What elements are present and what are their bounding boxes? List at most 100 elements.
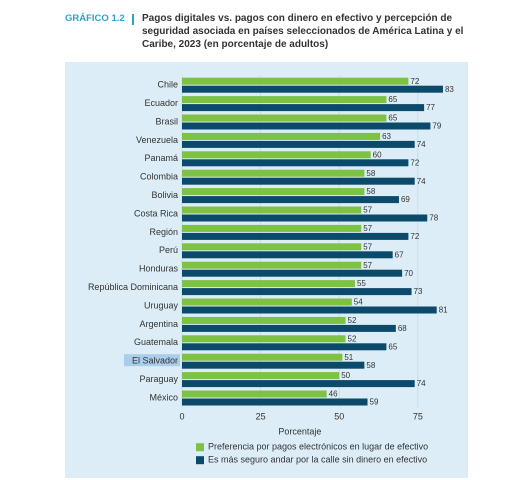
y-tick-label: Guatemala	[134, 337, 178, 347]
y-tick-label: República Dominicana	[88, 282, 178, 292]
value-label: 79	[432, 122, 441, 131]
y-tick-label: Chile	[157, 80, 178, 90]
x-tick-label: 25	[256, 412, 266, 422]
x-tick-label: 75	[413, 412, 423, 422]
bar	[182, 298, 352, 306]
bar	[182, 214, 428, 222]
y-tick-label: Paraguay	[139, 374, 178, 384]
legend-label: Preferencia por pagos electrónicos en lu…	[208, 442, 428, 452]
y-tick-label: Panamá	[144, 153, 178, 163]
value-label: 57	[363, 224, 372, 233]
value-label: 46	[329, 390, 338, 399]
value-label: 65	[388, 342, 397, 351]
value-label: 65	[388, 95, 397, 104]
y-tick-label: Honduras	[139, 264, 179, 274]
bar	[182, 361, 365, 369]
y-tick-label: Colombia	[140, 172, 178, 182]
bar	[182, 390, 327, 398]
bar	[182, 206, 362, 214]
value-label: 72	[410, 158, 419, 167]
bar	[182, 177, 415, 185]
y-tick-label: Perú	[159, 245, 178, 255]
chart-title: Pagos digitales vs. pagos con dinero en …	[142, 13, 464, 50]
bar	[182, 324, 396, 332]
value-label: 72	[410, 77, 419, 86]
value-label: 65	[388, 114, 397, 123]
bar	[182, 122, 431, 130]
value-label: 70	[404, 269, 413, 278]
bar	[182, 104, 425, 112]
bar	[182, 224, 362, 232]
y-tick-label: Venezuela	[136, 135, 178, 145]
value-label: 57	[363, 261, 372, 270]
bar	[182, 243, 362, 251]
value-label: 72	[410, 232, 419, 241]
value-label: 74	[417, 379, 426, 388]
bar	[182, 306, 437, 314]
value-label: 58	[366, 169, 375, 178]
label-highlight	[124, 354, 180, 367]
y-tick-label: Bolivia	[151, 190, 178, 200]
bar	[182, 159, 409, 167]
x-tick-label: 50	[334, 412, 344, 422]
value-label: 83	[445, 85, 454, 94]
bar	[182, 77, 409, 85]
value-label: 81	[439, 306, 448, 315]
y-tick-label: El Salvador	[132, 356, 178, 366]
value-label: 50	[341, 371, 350, 380]
bar	[182, 269, 403, 277]
bar	[182, 398, 368, 406]
bar	[182, 380, 415, 388]
value-label: 73	[414, 287, 423, 296]
bar	[182, 288, 412, 296]
bar	[182, 96, 387, 104]
value-label: 52	[348, 316, 357, 325]
value-label: 77	[426, 103, 435, 112]
value-label: 69	[401, 195, 410, 204]
value-label: 74	[417, 140, 426, 149]
bar	[182, 335, 346, 343]
legend-label: Es más seguro andar por la calle sin din…	[208, 455, 427, 465]
bar	[182, 261, 362, 269]
legend-swatch	[196, 456, 204, 465]
figure-label: GRÁFICO 1.2	[65, 13, 125, 24]
value-label: 54	[354, 298, 363, 307]
value-label: 57	[363, 206, 372, 215]
value-label: 58	[366, 361, 375, 370]
value-label: 52	[348, 334, 357, 343]
bar	[182, 85, 443, 93]
bar	[182, 169, 365, 177]
value-label: 63	[382, 132, 391, 141]
value-label: 67	[395, 250, 404, 259]
bar	[182, 316, 346, 324]
bar	[182, 353, 343, 361]
bar	[182, 196, 399, 204]
y-tick-label: Ecuador	[144, 98, 178, 108]
value-label: 68	[398, 324, 407, 333]
legend-swatch	[196, 443, 204, 452]
bar	[182, 372, 340, 380]
y-tick-label: Costa Rica	[134, 208, 178, 218]
value-label: 57	[363, 242, 372, 251]
bar	[182, 188, 365, 196]
y-tick-label: Brasil	[155, 116, 178, 126]
value-label: 74	[417, 177, 426, 186]
bar	[182, 132, 381, 140]
bar	[182, 114, 387, 122]
y-tick-label: Argentina	[139, 319, 178, 329]
y-tick-label: Uruguay	[144, 300, 179, 310]
x-tick-label: 0	[179, 412, 184, 422]
separator	[132, 14, 134, 25]
bar	[182, 343, 387, 351]
bar	[182, 251, 393, 259]
value-label: 58	[366, 187, 375, 196]
bar	[182, 151, 371, 159]
bar	[182, 140, 415, 148]
y-tick-label: Región	[149, 227, 178, 237]
y-tick-label: México	[149, 392, 178, 402]
x-axis-label: Porcentaje	[278, 427, 321, 437]
value-label: 78	[429, 214, 438, 223]
value-label: 60	[373, 150, 382, 159]
